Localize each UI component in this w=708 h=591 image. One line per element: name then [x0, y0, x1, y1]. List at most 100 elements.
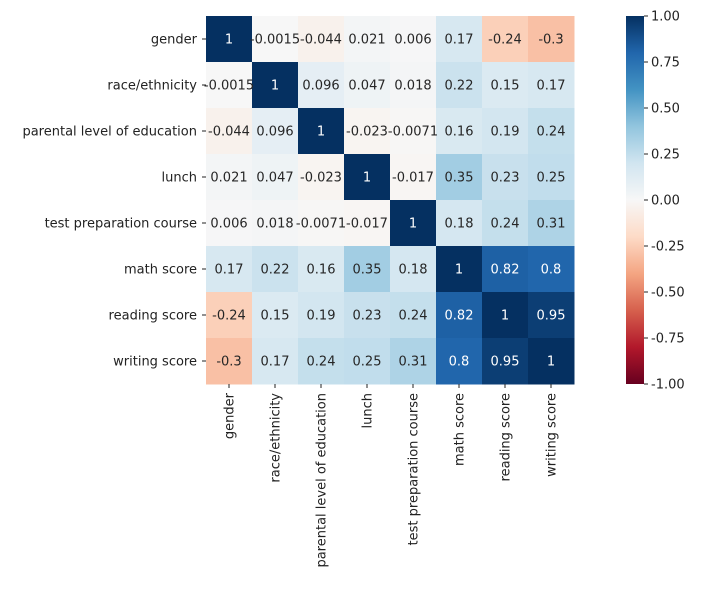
heatmap-cell [344, 154, 391, 201]
heatmap-cell [252, 62, 299, 109]
heatmap-cell [206, 292, 253, 339]
heatmap-cell [390, 62, 437, 109]
heatmap-cell-label: 0.35 [445, 171, 474, 186]
heatmap-cell-label: 0.95 [537, 309, 566, 324]
heatmap-cell [298, 16, 345, 63]
heatmap-cell-label: 0.047 [348, 79, 385, 94]
colorbar: 1.00 0.75 0.50 0.25 0.00 -0.25 -0.50 -0.75 -1.00 [626, 10, 685, 393]
heatmap-cell-label: 0.006 [394, 33, 431, 48]
x-axis-tick-label: race/ethnicity [269, 393, 284, 483]
heatmap-cell-label: 0.096 [256, 125, 293, 140]
x-axis-tick-label: lunch [361, 393, 376, 428]
heatmap-cell-label: -0.0071 [296, 217, 346, 232]
heatmap-cell [252, 200, 299, 247]
heatmap-cell-label: 0.16 [445, 125, 474, 140]
heatmap-cell-label: 0.22 [261, 263, 290, 278]
x-axis-tick-label: parental level of education [315, 393, 330, 568]
y-axis-tick-label: math score [124, 263, 197, 278]
heatmap-cell [252, 246, 299, 293]
heatmap-cell-label: 0.95 [491, 355, 520, 370]
y-axis-tick-label: race/ethnicity [107, 79, 197, 94]
x-axis-tick-label: math score [453, 393, 468, 466]
heatmap-cell [252, 338, 299, 385]
x-axis-tick-label: writing score [545, 393, 560, 477]
heatmap-cell-label: 1 [317, 125, 325, 140]
heatmap-cell-label: 0.15 [261, 309, 290, 324]
heatmap-cell [528, 200, 575, 247]
heatmap-cell-label: 0.19 [307, 309, 336, 324]
heatmap-cell-label: 0.23 [353, 309, 382, 324]
y-axis-tick-label: parental level of education [22, 125, 197, 140]
heatmap-cell-label: -0.017 [346, 217, 388, 232]
heatmap-cell-label: 1 [547, 355, 555, 370]
heatmap-cell [344, 108, 391, 155]
heatmap-cell [298, 200, 345, 247]
heatmap-cell-label: 0.17 [445, 33, 474, 48]
heatmap-cell [528, 16, 575, 63]
x-axis-tick-labels: gender race/ethnicity parental level of ed… [223, 384, 560, 568]
heatmap-cell [206, 108, 253, 155]
heatmap-cell [252, 154, 299, 201]
heatmap-cell-label: 0.24 [307, 355, 336, 370]
heatmap-cell [390, 16, 437, 63]
heatmap-cell-label: -0.0015 [204, 79, 254, 94]
heatmap-cell [482, 246, 529, 293]
heatmap-cell-label: 0.31 [537, 217, 566, 232]
colorbar-tick-label: 0.75 [651, 56, 680, 71]
heatmap-cell-label: 0.22 [445, 79, 474, 94]
heatmap-cell-label: -0.0071 [388, 125, 438, 140]
heatmap-cell [390, 200, 437, 247]
heatmap-cell-label: 0.82 [491, 263, 520, 278]
heatmap-cell [436, 16, 483, 63]
heatmap-cell-label: 0.19 [491, 125, 520, 140]
heatmap-cell [206, 338, 253, 385]
heatmap-cell [206, 16, 253, 63]
heatmap-cell-label: 1 [455, 263, 463, 278]
colorbar-tick-label: 1.00 [651, 10, 680, 25]
heatmap-cell [528, 292, 575, 339]
heatmap-cell-label: 0.31 [399, 355, 428, 370]
colorbar-tick-label: -0.50 [651, 286, 685, 301]
heatmap-cell [528, 108, 575, 155]
heatmap-cell [206, 154, 253, 201]
heatmap-cell [252, 108, 299, 155]
heatmap-cell-label: -0.044 [300, 33, 342, 48]
heatmap-cell-label: 0.17 [261, 355, 290, 370]
heatmap-cell-label: 0.23 [491, 171, 520, 186]
heatmap-cell [344, 16, 391, 63]
y-axis-tick-label: writing score [113, 355, 197, 370]
heatmap-cell-label: 0.8 [541, 263, 562, 278]
heatmap-cell-label: 0.021 [210, 171, 247, 186]
heatmap-cell [298, 62, 345, 109]
heatmap-cell-label: 0.16 [307, 263, 336, 278]
heatmap-cell [528, 246, 575, 293]
heatmap-cell [436, 338, 483, 385]
heatmap-cell [344, 200, 391, 247]
heatmap-cell-label: -0.3 [538, 33, 563, 48]
heatmap-cell-label: 0.25 [353, 355, 382, 370]
heatmap-cell-label: 0.006 [210, 217, 247, 232]
heatmap-cell [344, 338, 391, 385]
x-axis-tick-label: test preparation course [407, 393, 422, 545]
colorbar-tick-label: 0.50 [651, 102, 680, 117]
x-axis-tick-label: gender [223, 392, 238, 439]
heatmap-cell [252, 16, 299, 63]
heatmap-cell-label: 1 [363, 171, 371, 186]
heatmap-cell-label: -0.044 [208, 125, 250, 140]
heatmap-cell-label: 1 [271, 79, 279, 94]
y-axis-tick-label: lunch [162, 171, 197, 186]
heatmap-cell-label: 0.018 [256, 217, 293, 232]
heatmap-cell [390, 246, 437, 293]
y-axis-tick-label: gender [151, 33, 198, 48]
heatmap-cell-label: 0.24 [491, 217, 520, 232]
heatmap-cell [528, 154, 575, 201]
heatmap-cell-label: -0.0015 [250, 33, 300, 48]
heatmap-cell [436, 154, 483, 201]
heatmap-cell-label: 0.25 [537, 171, 566, 186]
heatmap-cell [482, 154, 529, 201]
heatmap-cell [482, 200, 529, 247]
heatmap-cell-label: 0.096 [302, 79, 339, 94]
heatmap-cell [390, 108, 437, 155]
heatmap-cell-label: -0.017 [392, 171, 434, 186]
